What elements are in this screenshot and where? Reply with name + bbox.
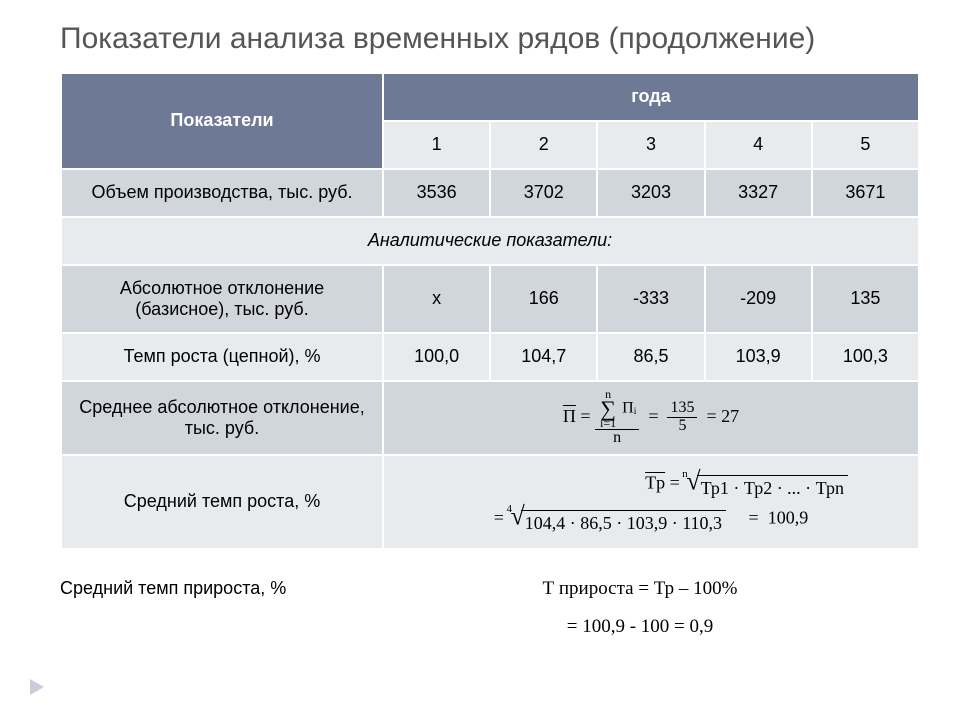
absdev-val: -209: [705, 265, 812, 333]
volume-label: Объем производства, тыс. руб.: [61, 169, 383, 217]
root-icon: 4 √104,4 · 86,5 · 103,9 · 110,3: [508, 505, 726, 534]
table-row: Темп роста (цепной), % 100,0 104,7 86,5 …: [61, 333, 919, 381]
footer-label: Средний темп прироста, %: [60, 570, 360, 599]
year-cell: 5: [812, 121, 919, 169]
volume-val: 3536: [383, 169, 490, 217]
table-row: Абсолютное отклонение (базисное), тыс. р…: [61, 265, 919, 333]
avg-growth-formula: Tр = n √Тр1 · Тр2 · ... · Трn = 4 √104,4…: [383, 455, 919, 549]
fraction: n ∑ i=1 Пᵢ n: [595, 388, 639, 447]
fraction: 135 5: [667, 400, 697, 435]
analytical-caption: Аналитические показатели:: [61, 217, 919, 265]
growth-val: 100,3: [812, 333, 919, 381]
volume-val: 3671: [812, 169, 919, 217]
formula-lhs: П: [563, 406, 576, 426]
absdev-val: -333: [597, 265, 704, 333]
sigma-icon: n ∑ i=1: [600, 388, 616, 430]
table-row: Аналитические показатели:: [61, 217, 919, 265]
root-icon: n √Тр1 · Тр2 · ... · Трn: [684, 470, 848, 499]
slide-title: Показатели анализа временных рядов (прод…: [60, 20, 920, 58]
volume-val: 3702: [490, 169, 597, 217]
avg-abs-formula: П = n ∑ i=1 Пᵢ n = 135: [383, 381, 919, 455]
footer-formula-line: Т прироста = Тр – 100%: [360, 570, 920, 608]
absdev-val: х: [383, 265, 490, 333]
header-indicator: Показатели: [61, 73, 383, 169]
absdev-val: 166: [490, 265, 597, 333]
volume-val: 3327: [705, 169, 812, 217]
year-cell: 3: [597, 121, 704, 169]
absdev-val: 135: [812, 265, 919, 333]
indicators-table: Показатели года 1 2 3 4 5 Объем производ…: [60, 72, 920, 550]
year-cell: 1: [383, 121, 490, 169]
avg-growth-label: Средний темп роста, %: [61, 455, 383, 549]
footer-formulas: Т прироста = Тр – 100% = 100,9 - 100 = 0…: [360, 570, 920, 646]
year-cell: 4: [705, 121, 812, 169]
growth-val: 86,5: [597, 333, 704, 381]
slide: Показатели анализа временных рядов (прод…: [0, 0, 960, 720]
chevron-right-icon: [30, 679, 44, 695]
table-row: Объем производства, тыс. руб. 3536 3702 …: [61, 169, 919, 217]
growth-val: 100,0: [383, 333, 490, 381]
growth-val: 103,9: [705, 333, 812, 381]
absdev-label: Абсолютное отклонение (базисное), тыс. р…: [61, 265, 383, 333]
avg-abs-label: Среднее абсолютное отклонение, тыс. руб.: [61, 381, 383, 455]
header-years: года: [383, 73, 919, 121]
volume-val: 3203: [597, 169, 704, 217]
year-cell: 2: [490, 121, 597, 169]
formula-result: 27: [721, 406, 739, 426]
formula-lhs: Tр: [645, 472, 665, 492]
footer-row: Средний темп прироста, % Т прироста = Тр…: [60, 570, 920, 646]
growth-label: Темп роста (цепной), %: [61, 333, 383, 381]
footer-formula-line: = 100,9 - 100 = 0,9: [360, 608, 920, 646]
formula-result: 100,9: [768, 507, 809, 527]
table-row: Показатели года: [61, 73, 919, 121]
growth-val: 104,7: [490, 333, 597, 381]
table-row: Среднее абсолютное отклонение, тыс. руб.…: [61, 381, 919, 455]
table-row: Средний темп роста, % Tр = n √Тр1 · Тр2 …: [61, 455, 919, 549]
